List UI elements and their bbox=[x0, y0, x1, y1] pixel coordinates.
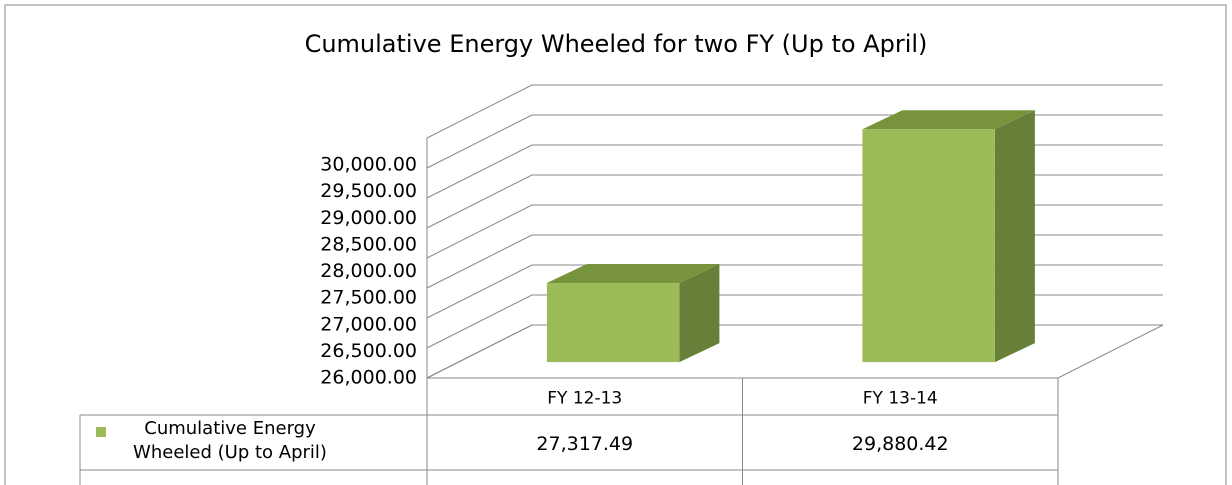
bar-side bbox=[679, 264, 720, 363]
y-tick-label: 26,000.00 bbox=[320, 367, 417, 389]
bar-front bbox=[862, 129, 995, 363]
x-tick-label: FY 12-13 bbox=[547, 389, 622, 409]
data-label: 29,880.42 bbox=[852, 433, 949, 455]
bar-side bbox=[994, 110, 1035, 363]
grid-line bbox=[426, 84, 1163, 139]
bar bbox=[546, 264, 720, 363]
chart-title: Cumulative Energy Wheeled for two FY (Up… bbox=[305, 30, 928, 58]
x-tick-label: FY 13-14 bbox=[863, 389, 938, 409]
y-tick-label: 27,000.00 bbox=[320, 313, 417, 335]
y-tick-label: 29,000.00 bbox=[320, 207, 417, 229]
bar-top bbox=[546, 264, 720, 284]
chart-frame bbox=[4, 4, 1227, 485]
bar-top bbox=[862, 110, 1035, 130]
bar bbox=[862, 110, 1035, 363]
y-tick-label: 28,500.00 bbox=[320, 233, 417, 255]
y-tick-label: 30,000.00 bbox=[320, 154, 417, 176]
y-tick-label: 27,500.00 bbox=[320, 287, 417, 309]
legend-swatch bbox=[96, 427, 106, 437]
legend-cell: Cumulative Energy Wheeled (Up to April) bbox=[133, 418, 327, 463]
data-label: 27,317.49 bbox=[536, 433, 633, 455]
legend-label: Cumulative Energy Wheeled (Up to April) bbox=[133, 418, 327, 463]
y-tick-label: 29,500.00 bbox=[320, 180, 417, 202]
y-tick-label: 26,500.00 bbox=[320, 340, 417, 362]
bar-front bbox=[546, 283, 680, 363]
y-tick-label: 28,000.00 bbox=[320, 260, 417, 282]
